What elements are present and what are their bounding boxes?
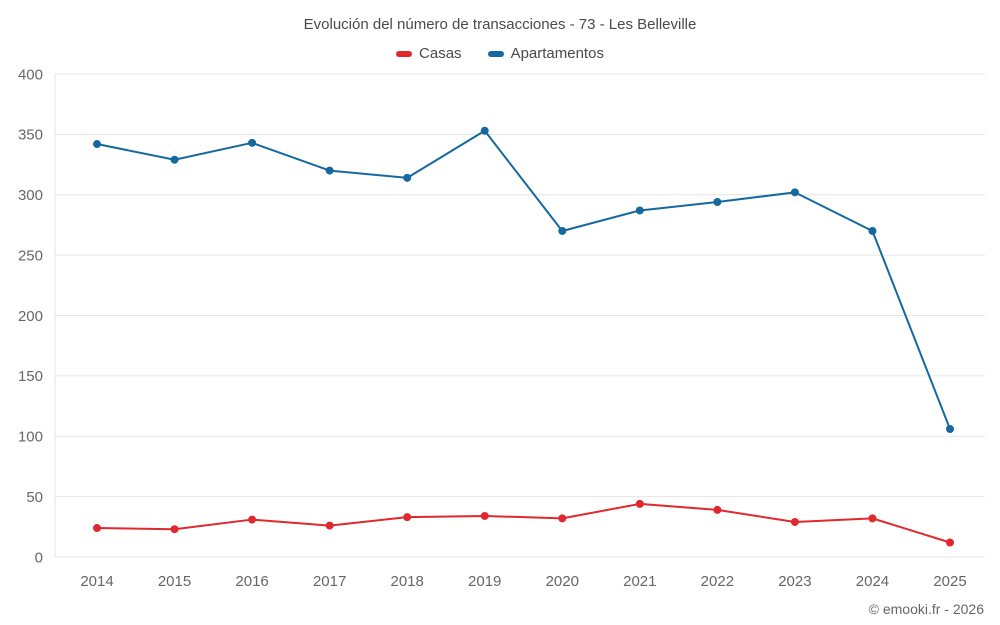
- legend-item-apartamentos[interactable]: Apartamentos: [487, 45, 604, 62]
- apartamentos-point-2017: [325, 166, 334, 175]
- apartamentos-point-2021: [635, 206, 644, 215]
- x-tick-label: 2014: [80, 573, 113, 590]
- x-tick-label: 2024: [856, 573, 889, 590]
- y-tick-label: 100: [18, 429, 43, 446]
- y-tick-label: 300: [18, 187, 43, 204]
- legend-swatch-apartamentos: [487, 50, 504, 57]
- apartamentos-point-2024: [868, 226, 877, 235]
- chart-legend: Casas Apartamentos: [0, 45, 1000, 62]
- chart-title: Evolución del número de transacciones - …: [303, 16, 697, 33]
- casas-point-2018: [403, 513, 412, 522]
- casas-point-2015: [170, 525, 179, 534]
- apartamentos-point-2018: [403, 173, 412, 182]
- x-tick-label: 2015: [158, 573, 191, 590]
- casas-line: [96, 502, 951, 544]
- x-tick-label: 2023: [778, 573, 811, 590]
- x-tick-label: 2020: [546, 573, 579, 590]
- legend-label: Apartamentos: [510, 45, 604, 62]
- casas-point-2021: [635, 499, 644, 508]
- apartamentos-point-2020: [558, 226, 567, 235]
- apartamentos-point-2023: [790, 188, 799, 197]
- x-tick-label: 2021: [623, 573, 656, 590]
- y-tick-label: 50: [26, 489, 43, 506]
- x-tick-label: 2025: [933, 573, 966, 590]
- casas-point-2019: [480, 511, 489, 520]
- casas-point-2017: [325, 521, 334, 530]
- x-tick-label: 2017: [313, 573, 346, 590]
- legend-label: Casas: [419, 45, 462, 62]
- casas-point-2023: [790, 517, 799, 526]
- y-tick-label: 350: [18, 127, 43, 144]
- apartamentos-point-2022: [713, 197, 722, 206]
- casas-point-2024: [868, 514, 877, 523]
- y-tick-label: 0: [35, 549, 43, 566]
- y-tick-label: 400: [18, 66, 43, 83]
- copyright-footer: © emooki.fr - 2026: [868, 601, 984, 617]
- apartamentos-point-2025: [946, 425, 954, 434]
- legend-swatch-casas: [396, 50, 413, 57]
- x-tick-label: 2016: [235, 573, 268, 590]
- y-tick-label: 250: [18, 247, 43, 264]
- y-tick-label: 150: [18, 368, 43, 385]
- apartamentos-point-2016: [248, 138, 257, 147]
- x-tick-label: 2019: [468, 573, 501, 590]
- casas-point-2020: [558, 514, 567, 523]
- apartamentos-line: [96, 129, 951, 431]
- casas-point-2016: [248, 515, 257, 524]
- casas-point-2022: [713, 505, 722, 514]
- apartamentos-point-2019: [480, 126, 489, 135]
- x-tick-label: 2022: [701, 573, 734, 590]
- apartamentos-point-2015: [170, 155, 179, 164]
- apartamentos-point-2014: [93, 140, 101, 149]
- x-tick-label: 2018: [390, 573, 423, 590]
- casas-point-2014: [93, 524, 101, 533]
- legend-item-casas[interactable]: Casas: [396, 45, 462, 62]
- y-tick-label: 200: [18, 308, 43, 325]
- casas-point-2025: [946, 538, 954, 547]
